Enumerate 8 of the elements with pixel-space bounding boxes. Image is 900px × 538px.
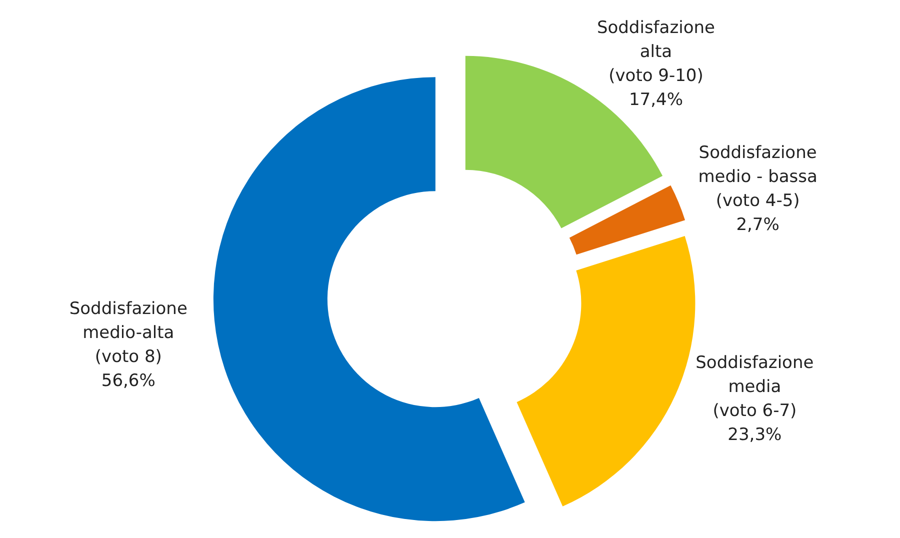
data-label: 56,6% [100, 370, 156, 393]
data-label: 23,3% [726, 424, 783, 448]
slice-label: Soddisfazione alta (voto 9-10) [596, 16, 716, 88]
data-label: 17,4% [628, 88, 684, 112]
slice-label: Soddisfazione medio-alta (voto 8) [68, 298, 188, 369]
slice-label: Soddisfazione media (voto 6-7) [694, 352, 815, 424]
data-label: 2,7% [735, 214, 780, 237]
slice-label: Soddisfazione medio - bassa (voto 4-5) [697, 142, 818, 213]
